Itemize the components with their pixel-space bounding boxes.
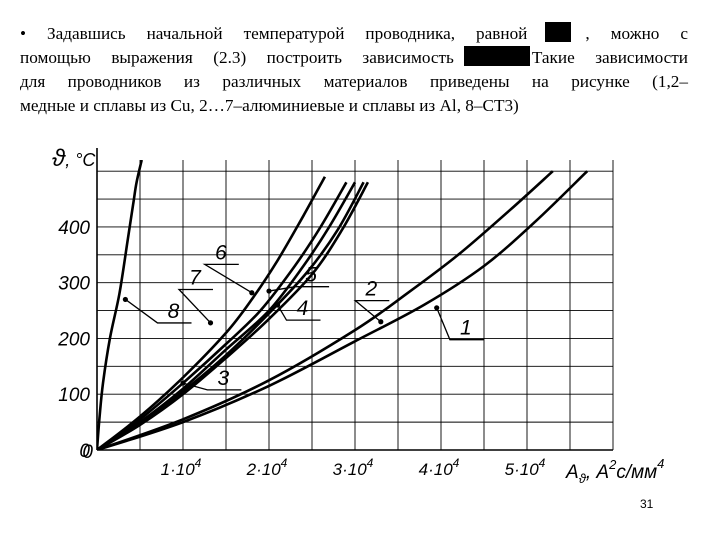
chart-grid: [97, 160, 614, 450]
annotation-label-2: 2: [364, 278, 377, 301]
x-tick-label: 3·104: [333, 456, 374, 479]
text-line-3: для проводников из различных материалов …: [20, 72, 688, 91]
x-tick-label: 2·104: [246, 456, 288, 479]
annotation-leader-1: [436, 307, 484, 341]
series-line-6: [97, 176, 327, 450]
text-line-2-start: помощью выражения (2.3) построить зависи…: [20, 48, 454, 67]
y-tick-label: 100: [58, 385, 90, 406]
series-line-8: [97, 160, 143, 450]
annotation-leader-3: [182, 382, 242, 391]
redacted-formula-2: [463, 46, 530, 66]
page-number: 31: [640, 497, 654, 511]
annotation-label-4: 4: [297, 297, 309, 320]
redacted-formula-1: [545, 22, 572, 42]
description-text: • Задавшись начальной температурой прово…: [20, 22, 688, 118]
series-line-3: [97, 181, 370, 450]
x-tick-label: 4·104: [419, 456, 460, 479]
x-tick-label: 5·104: [505, 456, 546, 479]
text-line-1-end: , можно с: [585, 24, 688, 43]
text-line-1-start: • Задавшись начальной температурой прово…: [20, 24, 528, 43]
annotation-leader-2: [353, 299, 390, 323]
series-line-4: [97, 181, 365, 450]
chart-axes: [96, 148, 613, 451]
text-line-1: • Задавшись начальной температурой прово…: [20, 22, 688, 46]
annotation-label-3: 3: [218, 367, 230, 390]
text-line-2-end: Такие зависимости: [531, 48, 688, 67]
text-line-2: помощью выражения (2.3) построить зависи…: [20, 46, 688, 70]
y-tick-label: 0: [79, 441, 90, 462]
y-tick-label: 400: [58, 218, 90, 239]
annotation-label-7: 7: [189, 266, 202, 289]
annotation-label-6: 6: [215, 241, 227, 264]
y-axis-label: ϑ, °C: [52, 145, 96, 172]
annotation-label-1: 1: [460, 317, 472, 340]
y-tick-label: 300: [58, 274, 90, 295]
series-line-7: [97, 181, 348, 450]
chart-series: [97, 160, 589, 450]
x-axis-label: Aϑ, A2с/мм4: [565, 456, 664, 486]
annotation-label-5: 5: [305, 264, 317, 287]
text-line-4: медные и сплавы из Cu, 2…7–алюминиевые и…: [20, 96, 519, 115]
series-line-1: [97, 170, 589, 450]
y-tick-label: 200: [57, 329, 90, 350]
annotation-leader-8: [124, 298, 192, 324]
annotation-leader-6: [202, 263, 253, 294]
chart-annotations: 8 67 5 4 3 2 1: [122, 241, 484, 391]
annotation-leader-4: [277, 304, 321, 321]
annotation-label-8: 8: [168, 300, 180, 323]
annotation-leader-7: [177, 288, 213, 324]
x-tick-label: 1·104: [161, 456, 202, 479]
origin-label: 0: [82, 442, 93, 463]
series-line-2: [97, 170, 554, 450]
annotation-leader-5: [268, 286, 330, 292]
